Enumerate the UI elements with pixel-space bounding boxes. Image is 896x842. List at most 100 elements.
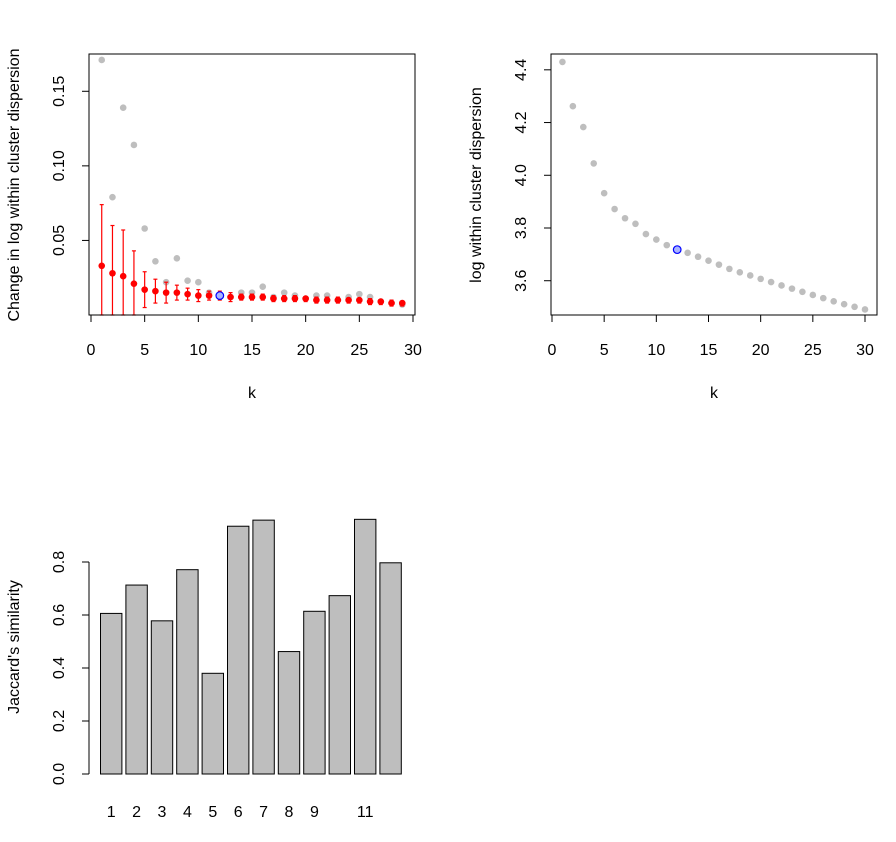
jaccard-x-labels: 1 2 3 4 5 6 7 8 9 11 [107, 804, 374, 821]
observed-point [184, 277, 191, 284]
jaccard-x-tick-label: 6 [234, 804, 243, 821]
expected-point [173, 289, 181, 296]
jaccard-bar [100, 612, 123, 775]
jaccard-y-axis: 0.0 0.2 0.4 0.6 0.8 [51, 551, 90, 785]
expected-point [152, 287, 159, 295]
jaccard-bar [201, 672, 225, 775]
jaccard-bar [379, 562, 402, 775]
gap-x-axis-label: k [248, 385, 257, 402]
dispersion-point [684, 249, 691, 257]
dispersion-point [653, 236, 660, 243]
jaccard-bar [150, 620, 174, 775]
logw-y-tick-label: 4.0 [513, 164, 530, 186]
expected-point [270, 295, 277, 302]
jaccard-bar [125, 584, 148, 775]
selected-point [215, 291, 225, 301]
logw-x-axis-label: k [710, 385, 719, 402]
observed-point [280, 289, 288, 296]
jaccard-y-tick-label: 0.0 [51, 763, 68, 785]
observed-point [119, 104, 127, 111]
logw-plot-area [559, 58, 869, 313]
gap-x-tick-label: 30 [404, 342, 422, 359]
expected-point [130, 280, 138, 287]
jaccard-bar [252, 519, 275, 775]
expected-point [195, 292, 202, 299]
expected-point [119, 272, 127, 280]
logw-y-axis-label: log within cluster dispersion [468, 87, 485, 283]
expected-point [291, 295, 299, 302]
gap-y-tick-label: 0.05 [51, 225, 68, 256]
expected-point [259, 293, 267, 301]
dispersion-point [642, 230, 650, 238]
jaccard-x-tick-label: 4 [183, 804, 192, 821]
observed-point [195, 278, 202, 286]
dispersion-point [559, 58, 566, 66]
dispersion-point [736, 268, 744, 276]
log-dispersion-panel: 0 5 10 15 20 25 30 3.6 3.8 4.0 4.2 4.4 k log withi… [468, 53, 878, 402]
expected-point [109, 269, 116, 277]
gap-y-axis-label: Change in log within cluster dispersion [6, 48, 23, 321]
dispersion-point [746, 272, 754, 279]
dispersion-point [590, 160, 598, 167]
observed-point [152, 258, 159, 265]
logw-y-tick-label: 4.2 [513, 111, 530, 133]
jaccard-x-tick-label: 7 [259, 804, 268, 821]
observed-point [259, 283, 267, 290]
observed-point [141, 225, 148, 232]
observed-point [173, 255, 181, 262]
jaccard-x-tick-label: 3 [158, 804, 167, 821]
expected-point [98, 262, 106, 270]
expected-point [356, 296, 363, 304]
dispersion-point [663, 241, 671, 249]
logw-x-axis: 0 5 10 15 20 25 30 [548, 314, 874, 359]
dispersion-point [799, 288, 806, 296]
logw-x-tick-label: 20 [752, 342, 770, 359]
logw-y-axis: 3.6 3.8 4.0 4.2 4.4 [513, 59, 552, 292]
expected-point [237, 293, 245, 301]
observed-point [109, 193, 116, 201]
dispersion-point [788, 285, 796, 292]
jaccard-bar [303, 610, 326, 775]
dispersion-point [569, 102, 577, 110]
jaccard-bar [227, 525, 250, 775]
expected-point [345, 296, 352, 304]
jaccard-x-tick-label: 2 [132, 804, 141, 821]
gap-plot-area [98, 56, 406, 316]
observed-point [356, 290, 363, 298]
gap-y-tick-label: 0.10 [51, 150, 68, 181]
dispersion-point [830, 297, 837, 305]
jaccard-bar [354, 518, 377, 775]
dispersion-point [819, 294, 827, 302]
dispersion-point [621, 214, 629, 222]
expected-point [184, 290, 191, 298]
jaccard-bar [328, 595, 352, 775]
jaccard-bar [277, 651, 301, 775]
gap-x-axis: 0 5 10 15 20 25 30 [87, 314, 422, 359]
dispersion-point [632, 220, 639, 228]
dispersion-point [757, 275, 764, 283]
expected-point [248, 293, 256, 301]
gap-x-tick-label: 5 [140, 342, 149, 359]
expected-point [366, 298, 374, 305]
jaccard-y-tick-label: 0.8 [51, 551, 68, 573]
expected-point [227, 293, 234, 301]
jaccard-y-tick-label: 0.4 [51, 657, 68, 679]
expected-point [280, 295, 288, 302]
expected-point [302, 295, 309, 302]
dispersion-point [809, 291, 817, 299]
dispersion-point [840, 300, 848, 308]
gap-y-axis: 0.05 0.10 0.15 [51, 76, 90, 256]
dispersion-point [778, 282, 785, 289]
dispersion-point [580, 123, 587, 131]
dispersion-point [611, 205, 618, 213]
expected-point [141, 286, 148, 293]
jaccard-x-tick-label: 1 [107, 804, 116, 821]
dispersion-point [726, 265, 733, 273]
dispersion-point [767, 278, 775, 286]
dispersion-point [694, 253, 702, 261]
dispersion-point [600, 189, 608, 197]
jaccard-x-tick-label: 9 [310, 804, 319, 821]
logw-x-tick-label: 25 [804, 342, 822, 359]
gap-x-tick-label: 20 [297, 342, 315, 359]
expected-point [388, 299, 395, 307]
